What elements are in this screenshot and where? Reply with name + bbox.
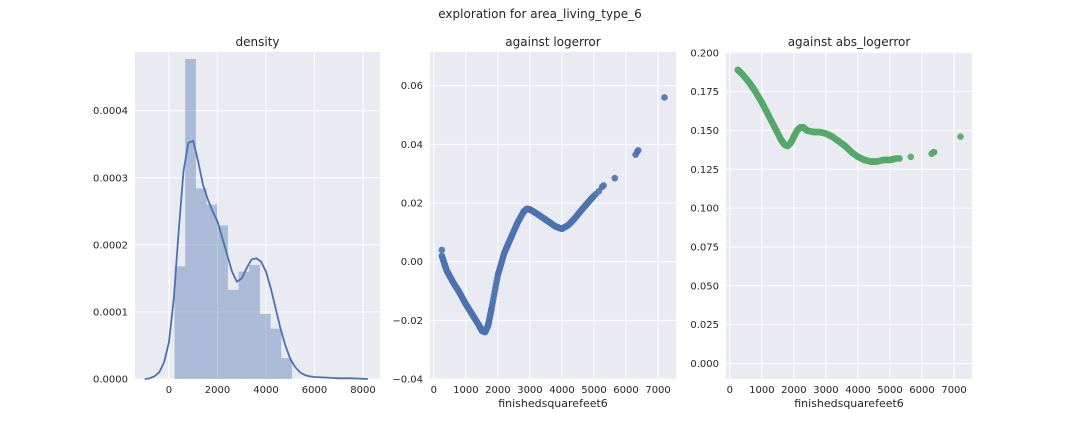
y-tick-label: 0.150 xyxy=(690,126,719,137)
y-tick-label: 0.075 xyxy=(690,242,719,253)
y-tick-label: 0.0000 xyxy=(93,375,128,386)
x-tick-label: 0 xyxy=(431,385,437,396)
y-tick-label: 0.0002 xyxy=(93,240,128,251)
histogram-bar xyxy=(227,289,239,379)
x-tick-label: 4000 xyxy=(253,385,278,396)
density-panel: 0 2000 4000 6000 8000 0.0000 0.0001 0.0002 0.000… xyxy=(93,35,380,396)
x-axis-label: finishedsquarefeet6 xyxy=(794,397,904,410)
scatter-point xyxy=(734,66,742,74)
x-tick-label: 6000 xyxy=(613,385,638,396)
scatter-point xyxy=(438,246,446,254)
x-tick-label: 3000 xyxy=(517,385,542,396)
y-tick-label: 0.100 xyxy=(690,204,719,215)
y-tick-label: 0.000 xyxy=(690,359,719,370)
histogram-bar xyxy=(217,225,228,379)
scatter-point xyxy=(896,155,903,162)
figure-suptitle: exploration for area_living_type_6 xyxy=(438,7,642,21)
y-tick-label: 0.04 xyxy=(401,140,423,151)
x-tick-label: 7000 xyxy=(941,385,966,396)
y-tick-label: 0.200 xyxy=(690,48,719,59)
histogram-bar xyxy=(238,271,250,379)
plot-area xyxy=(430,52,676,379)
y-tick-label: 0.0001 xyxy=(93,307,128,318)
scatter-point xyxy=(957,133,964,140)
x-tick-label: 2000 xyxy=(205,385,230,396)
histogram-bar xyxy=(270,328,282,379)
y-tick-label: 0.0003 xyxy=(93,173,128,184)
scatter-point xyxy=(611,174,619,182)
y-tick-label: 0.02 xyxy=(401,199,423,210)
x-axis-label: finishedsquarefeet6 xyxy=(498,397,608,410)
y-tick-label: −0.02 xyxy=(392,316,423,327)
x-tick-label: 2000 xyxy=(485,385,510,396)
y-tick-label: 0.125 xyxy=(690,165,719,176)
y-tick-label: 0.050 xyxy=(690,281,719,292)
abs-logerror-scatter-panel: 0 1000 2000 3000 4000 5000 6000 7000 0.000 0.025 0… xyxy=(690,35,972,410)
kde-line xyxy=(144,139,368,380)
y-tick-label: 0.025 xyxy=(690,320,719,331)
histogram-bar xyxy=(281,358,292,379)
scatter-point xyxy=(634,146,642,154)
scatter-point xyxy=(930,148,938,156)
histogram-bar xyxy=(195,188,207,379)
x-tick-label: 2000 xyxy=(781,385,806,396)
scatter-point xyxy=(907,153,915,161)
y-tick-label: −0.04 xyxy=(392,375,423,386)
y-tick-label: 0.06 xyxy=(401,81,423,92)
x-tick-label: 5000 xyxy=(581,385,606,396)
y-tick-label: 0.00 xyxy=(401,257,423,268)
x-tick-label: 8000 xyxy=(350,385,375,396)
x-tick-label: 7000 xyxy=(645,385,670,396)
histogram-bar xyxy=(249,264,260,379)
panel-title: against logerror xyxy=(505,35,600,49)
histogram-bar xyxy=(259,313,271,379)
x-tick-label: 3000 xyxy=(813,385,838,396)
logerror-scatter-panel: 0 1000 2000 3000 4000 5000 6000 7000 −0.04 −0.02 0… xyxy=(392,35,676,410)
x-tick-label: 1000 xyxy=(453,385,478,396)
histogram-bar xyxy=(206,204,218,379)
plot-area xyxy=(135,52,380,379)
x-tick-label: 4000 xyxy=(549,385,574,396)
y-tick-label: 0.175 xyxy=(690,87,719,98)
y-tick-label: 0.0004 xyxy=(93,106,128,117)
x-tick-label: 6000 xyxy=(302,385,327,396)
x-tick-label: 0 xyxy=(166,385,172,396)
x-tick-label: 4000 xyxy=(845,385,870,396)
panel-title: against abs_logerror xyxy=(788,35,911,49)
histogram-bar xyxy=(185,59,196,379)
panel-title: density xyxy=(236,35,280,49)
scatter-point xyxy=(600,182,607,189)
scatter-point xyxy=(661,94,668,101)
x-tick-label: 5000 xyxy=(877,385,902,396)
histogram-bar xyxy=(174,266,186,379)
x-tick-label: 0 xyxy=(727,385,733,396)
x-tick-label: 6000 xyxy=(909,385,934,396)
x-tick-label: 1000 xyxy=(749,385,774,396)
